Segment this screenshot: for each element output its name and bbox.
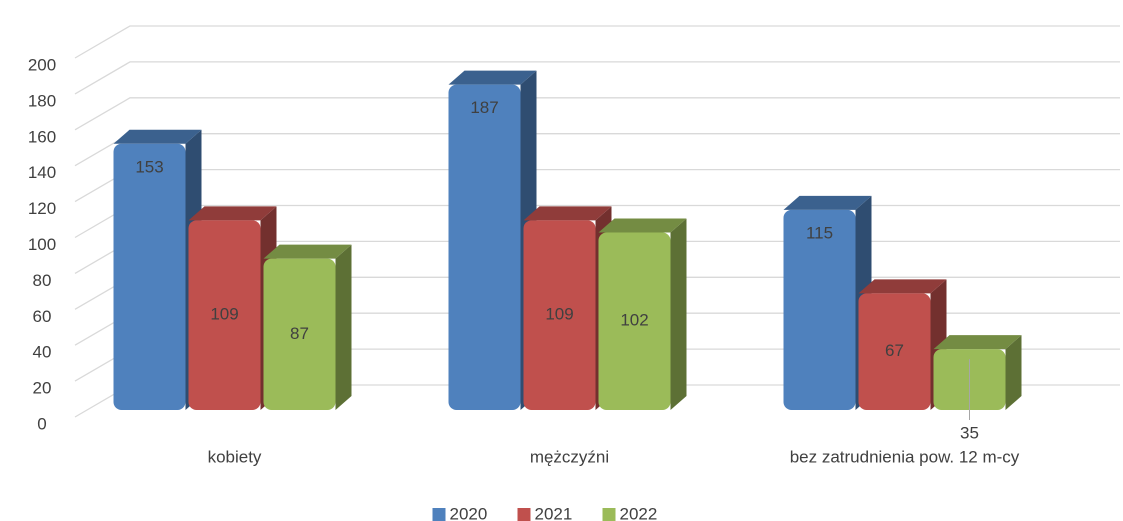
data-label: 187 bbox=[470, 98, 498, 117]
bar-face bbox=[448, 84, 521, 411]
bar-face bbox=[113, 129, 202, 144]
legend-swatch bbox=[602, 508, 616, 521]
x-tick-label: kobiety bbox=[208, 447, 262, 466]
y-tick-label: 140 bbox=[28, 163, 56, 182]
bar-face bbox=[1005, 335, 1022, 410]
data-label: 115 bbox=[806, 223, 833, 242]
grid-line bbox=[74, 133, 1120, 167]
y-tick-label: 0 bbox=[37, 414, 46, 433]
bar bbox=[448, 70, 537, 411]
grid-line bbox=[74, 61, 1120, 95]
bar-face bbox=[263, 258, 336, 410]
bar-face bbox=[188, 206, 277, 221]
bar bbox=[598, 218, 687, 410]
bar-face bbox=[858, 293, 931, 410]
bar-face bbox=[113, 143, 186, 410]
bar-face bbox=[263, 244, 352, 259]
data-label: 35 bbox=[960, 423, 979, 442]
bar-face bbox=[670, 218, 687, 410]
grid-line bbox=[74, 97, 1120, 131]
bar bbox=[263, 244, 352, 410]
x-tick-label: bez zatrudnienia pow. 12 m-cy bbox=[790, 447, 1020, 466]
bar-face bbox=[335, 244, 352, 410]
y-tick-label: 200 bbox=[28, 55, 56, 74]
bar-face bbox=[448, 70, 537, 85]
legend-label: 2020 bbox=[450, 504, 488, 521]
data-label: 109 bbox=[210, 305, 238, 324]
y-tick-label: 100 bbox=[28, 235, 56, 254]
bar-face bbox=[598, 232, 671, 410]
bar-face bbox=[188, 220, 261, 410]
legend-swatch bbox=[432, 508, 446, 521]
bar-face bbox=[598, 218, 687, 233]
legend-label: 2021 bbox=[535, 504, 573, 521]
data-label: 67 bbox=[885, 341, 904, 360]
bar-face bbox=[783, 195, 872, 210]
bar-face bbox=[933, 335, 1022, 350]
y-tick-label: 80 bbox=[33, 271, 52, 290]
grid-line bbox=[74, 168, 1120, 203]
bar-face bbox=[783, 209, 856, 410]
data-label: 87 bbox=[290, 324, 309, 343]
y-tick-label: 120 bbox=[28, 199, 56, 218]
legend-swatch bbox=[517, 508, 531, 521]
y-tick-label: 20 bbox=[33, 379, 52, 398]
bar-face bbox=[858, 279, 947, 294]
y-tick-label: 180 bbox=[28, 91, 56, 110]
bar bbox=[933, 335, 1022, 410]
y-tick-label: 60 bbox=[33, 307, 52, 326]
legend-label: 2022 bbox=[620, 504, 658, 521]
y-tick-label: 40 bbox=[33, 343, 52, 362]
x-tick-label: mężczyźni bbox=[530, 447, 609, 466]
data-label: 153 bbox=[135, 157, 163, 176]
grid-line bbox=[74, 25, 1120, 59]
data-label: 102 bbox=[620, 311, 648, 330]
bar-face bbox=[523, 220, 596, 410]
data-label: 109 bbox=[545, 305, 573, 324]
y-tick-label: 160 bbox=[28, 127, 56, 146]
bar-face bbox=[523, 206, 612, 221]
